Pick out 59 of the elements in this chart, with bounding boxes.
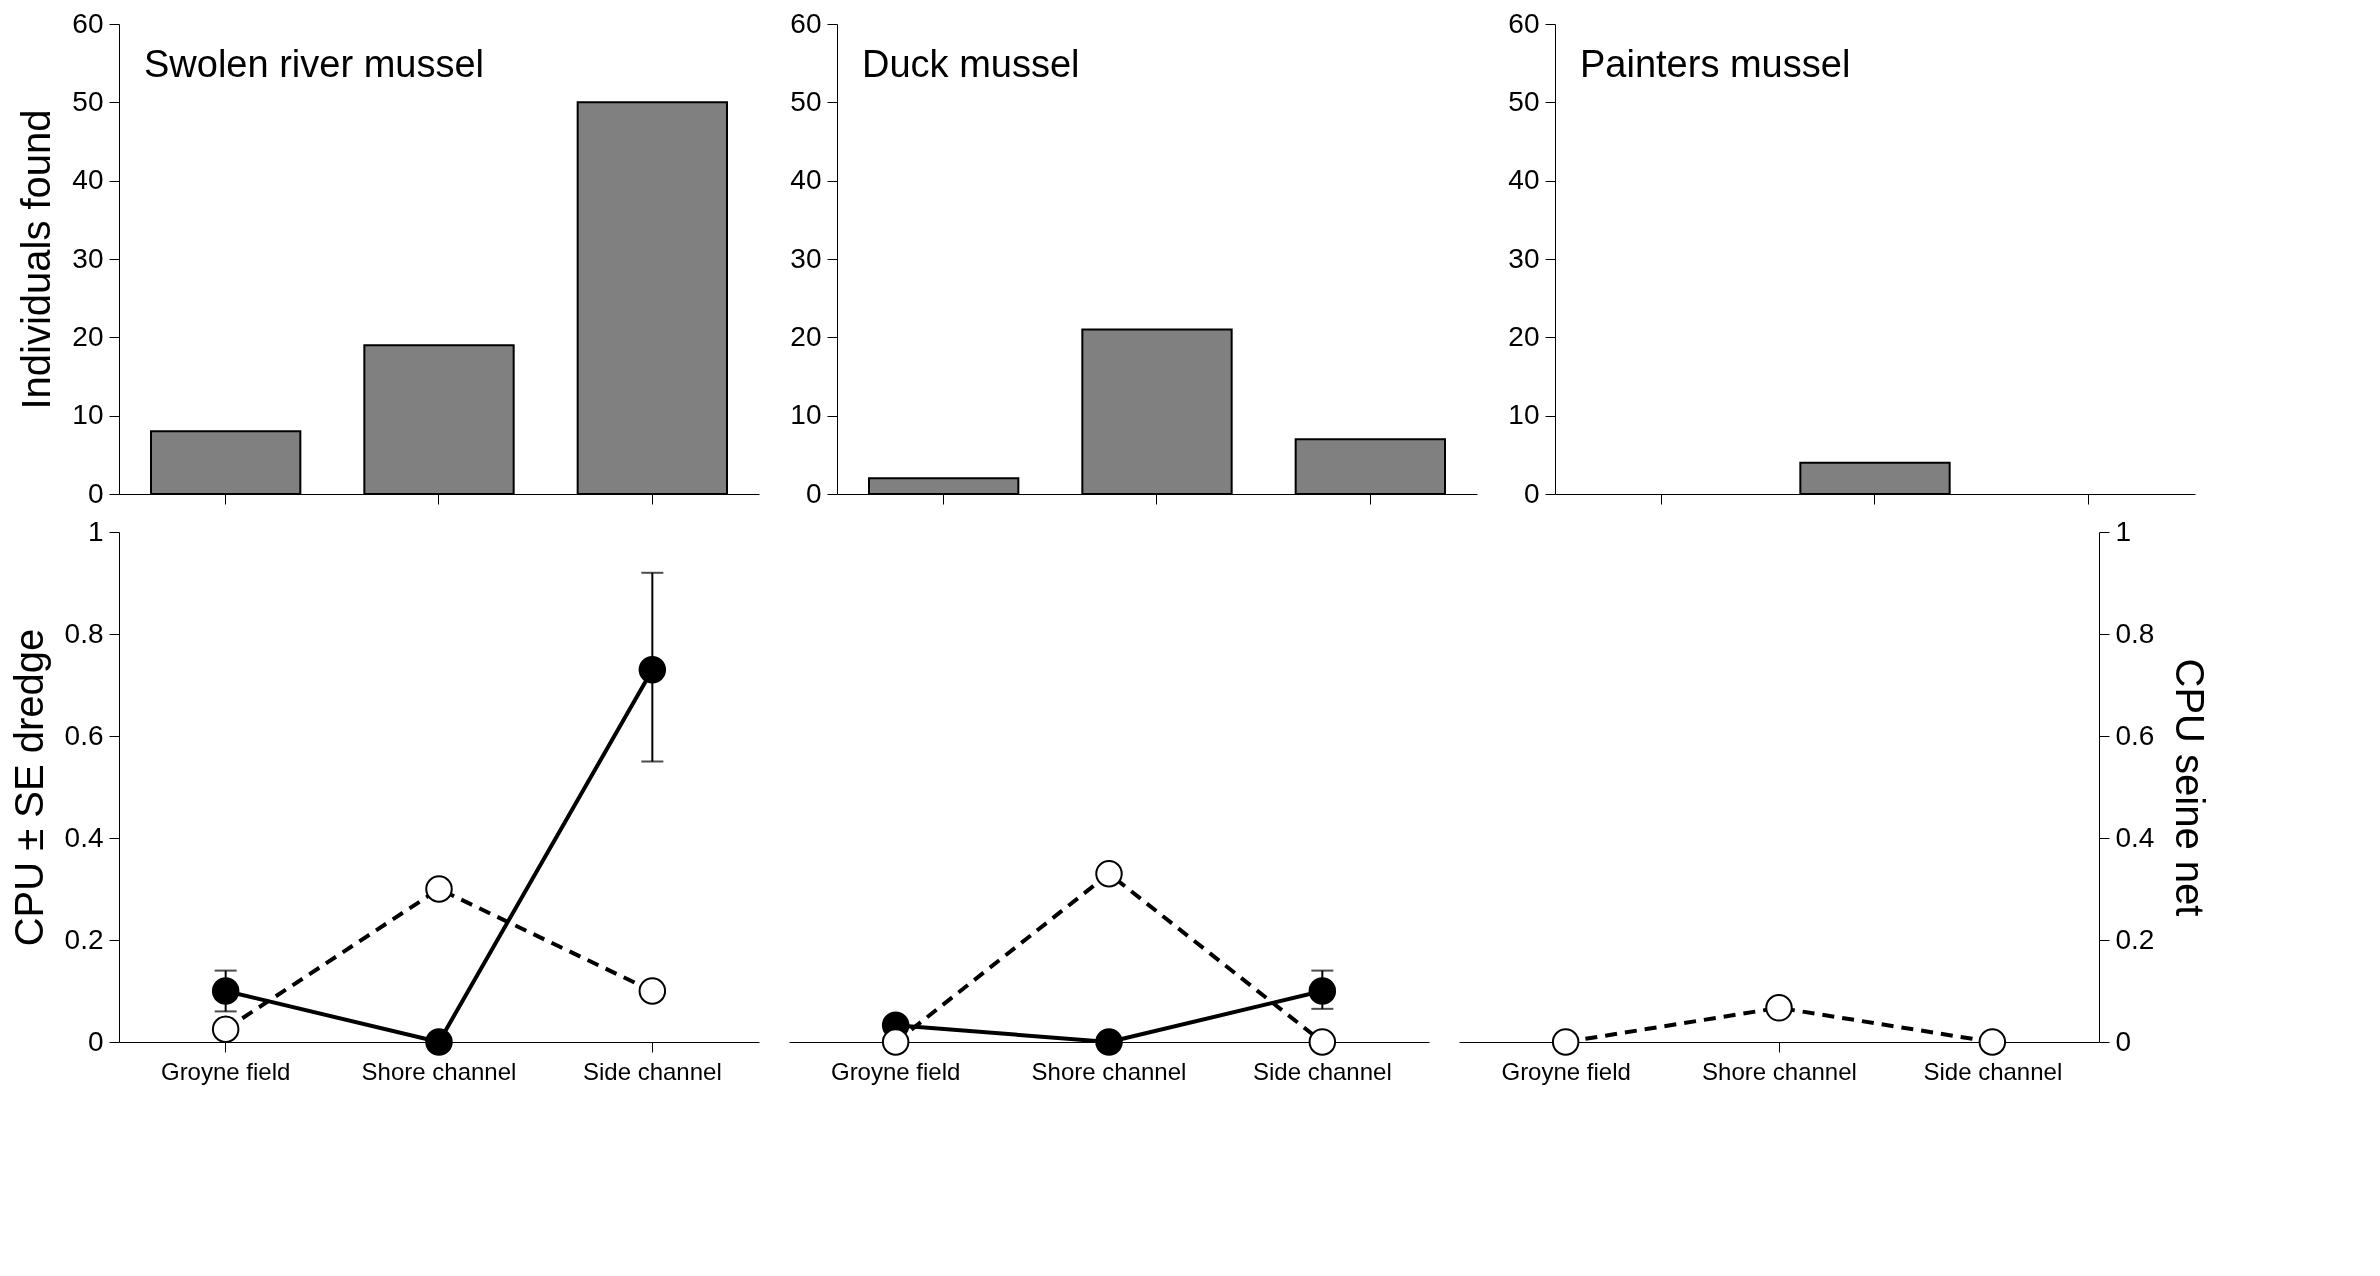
y-tick-label: 0.8	[64, 617, 104, 649]
y-tick-label: 0.2	[64, 923, 104, 955]
point	[1308, 977, 1337, 1005]
x-tick-label: Groyne field	[830, 1057, 961, 1085]
x-tick-label: Shore channel	[1031, 1057, 1187, 1085]
y-tick-label: 20	[790, 320, 822, 352]
y-tick-label: 40	[1508, 164, 1540, 196]
y2-tick-label: 0.8	[2115, 617, 2155, 649]
y-tick-label: 0	[87, 1025, 104, 1057]
y2-tick-label: 0.2	[2115, 923, 2155, 955]
y-tick-label: 0	[805, 477, 822, 509]
y-tick-label: 60	[72, 7, 104, 39]
point	[638, 655, 667, 684]
point	[1308, 1028, 1337, 1056]
point	[1095, 1028, 1123, 1056]
y2-tick-label: 0.4	[2115, 821, 2155, 853]
y-tick-label: 60	[790, 7, 822, 39]
y-tick-label: 30	[72, 242, 104, 274]
text: Swolen river mussel	[144, 43, 484, 85]
x-tick-label: Shore channel	[1702, 1057, 1857, 1085]
y-tick-label: 50	[1508, 85, 1540, 117]
y-tick-label: 50	[790, 85, 822, 117]
y-tick-label: 10	[72, 399, 104, 431]
y-axis-title: Individuals found	[14, 109, 59, 410]
y-tick-label: 30	[790, 242, 822, 274]
text: Duck mussel	[862, 43, 1080, 85]
x-tick-label: Side channel	[582, 1057, 722, 1085]
y2-tick-label: 0.6	[2115, 719, 2155, 751]
point	[638, 977, 667, 1005]
y-tick-label: 10	[1508, 399, 1540, 431]
y-tick-label: 20	[1508, 320, 1540, 352]
x-tick-label: Side channel	[1252, 1057, 1392, 1085]
y-tick-label: 20	[72, 320, 104, 352]
y-tick-label: 0.4	[64, 821, 104, 853]
y-axis-title: CPU ± SE dredge	[6, 628, 51, 947]
y-tick-label: 0.6	[64, 719, 104, 751]
point	[425, 1028, 453, 1056]
text: Painters mussel	[1580, 43, 1851, 85]
y-tick-label: 50	[72, 85, 104, 117]
y-tick-label: 0	[1523, 477, 1540, 509]
y-tick-label: 0	[87, 477, 104, 509]
y-tick-label: 1	[87, 515, 104, 547]
y2-tick-label: 0	[2115, 1025, 2132, 1057]
point	[881, 1028, 910, 1056]
y-tick-label: 40	[790, 164, 822, 196]
point	[1095, 859, 1123, 888]
x-tick-label: Shore channel	[361, 1057, 517, 1085]
y-tick-label: 30	[1508, 242, 1540, 274]
y-tick-label: 60	[1508, 7, 1540, 39]
y2-tick-label: 1	[2115, 515, 2132, 547]
x-tick-label: Side channel	[1923, 1057, 2063, 1085]
y2-axis-title: CPU seine net	[2168, 658, 2213, 917]
x-tick-label: Groyne field	[1501, 1057, 1631, 1085]
point	[211, 977, 240, 1005]
y-tick-label: 40	[72, 164, 104, 196]
x-tick-label: Groyne field	[160, 1057, 291, 1085]
y-tick-label: 10	[790, 399, 822, 431]
point	[425, 875, 453, 903]
point	[211, 1015, 240, 1043]
